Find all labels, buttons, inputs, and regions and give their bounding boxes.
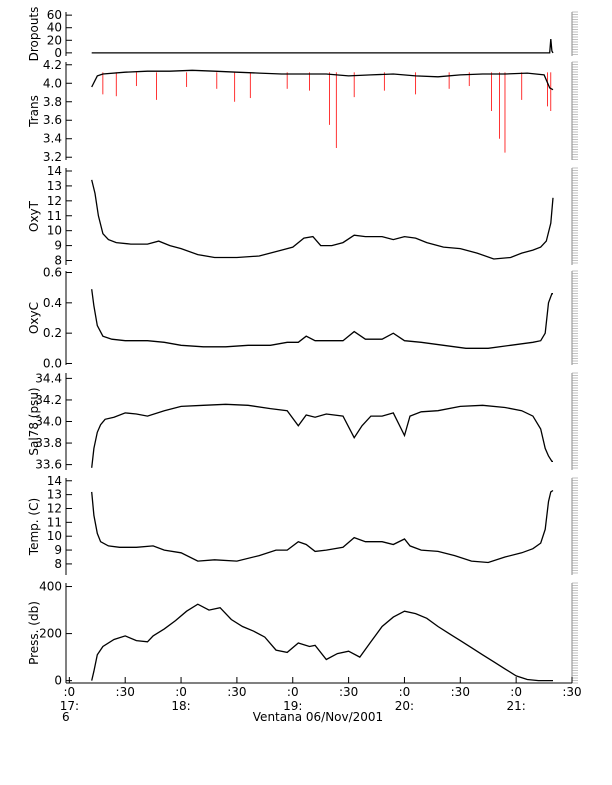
y-tick-label: 13 <box>47 179 62 193</box>
panel-y-label: Press. (db) <box>27 601 41 665</box>
chart-panels: 0204060Dropouts3.23.43.63.84.04.2Trans89… <box>27 7 578 688</box>
series-line <box>91 38 554 54</box>
x-tick-hour-label: 18: <box>171 699 190 713</box>
panel-y-label: Sal78 (psu) <box>27 387 41 455</box>
y-tick-label: 0.0 <box>43 356 62 370</box>
y-tick-label: 40 <box>47 21 62 35</box>
y-tick-label: 200 <box>39 627 62 641</box>
y-tick-label: 4.0 <box>43 76 62 90</box>
x-tick-hour-label: 19: <box>283 699 302 713</box>
x-tick-label: :0 <box>64 685 76 699</box>
y-tick-label: 14 <box>47 474 62 488</box>
panel-y-label: Trans <box>27 95 41 128</box>
x-tick-label: :30 <box>227 685 246 699</box>
y-tick-label: 34.4 <box>35 371 62 385</box>
y-tick-label: 0 <box>54 46 62 60</box>
y-tick-label: 3.2 <box>43 150 62 164</box>
y-tick-label: 13 <box>47 488 62 502</box>
panel-y-label: Temp. (C) <box>27 498 41 556</box>
x-tick-label: :30 <box>339 685 358 699</box>
x-tick-label: :0 <box>175 685 187 699</box>
series-line <box>91 603 553 682</box>
panel-y-label: Dropouts <box>27 7 41 62</box>
panel-y-label: OxyC <box>27 302 41 334</box>
y-tick-label: 33.8 <box>35 436 62 450</box>
y-tick-label: 11 <box>47 515 62 529</box>
y-tick-label: 33.6 <box>35 458 62 472</box>
x-tick-hour-label: 17: <box>60 699 79 713</box>
y-tick-label: 400 <box>39 580 62 594</box>
y-tick-label: 8 <box>54 254 62 268</box>
y-tick-label: 0.6 <box>43 266 62 280</box>
y-tick-label: 9 <box>54 543 62 557</box>
y-tick-label: 0.2 <box>43 326 62 340</box>
panel-y-label: OxyT <box>27 200 41 232</box>
x-tick-label: :30 <box>116 685 135 699</box>
x-tick-label: :30 <box>562 685 581 699</box>
x-tick-hour-label: 20: <box>395 699 414 713</box>
y-tick-label: 60 <box>47 8 62 22</box>
x-axis: :017::30:018::30:019::30:020::30:021::30 <box>60 677 582 713</box>
y-tick-label: 0 <box>54 674 62 688</box>
y-tick-label: 8 <box>54 557 62 571</box>
series-line <box>91 179 554 260</box>
x-tick-label: :0 <box>287 685 299 699</box>
y-tick-label: 0.4 <box>43 296 62 310</box>
y-tick-label: 20 <box>47 33 62 47</box>
y-tick-label: 34.0 <box>35 415 62 429</box>
series-line <box>91 489 554 564</box>
y-tick-label: 11 <box>47 209 62 223</box>
panel-4: 0.0 0.2 0.4 0.6 OxyC <box>27 266 578 370</box>
y-tick-label: 12 <box>47 501 62 515</box>
y-tick-label: 4.2 <box>43 58 62 72</box>
y-tick-label: 9 <box>54 239 62 253</box>
series-line <box>91 69 554 91</box>
series-line <box>91 403 553 468</box>
x-axis-label: Ventana 06/Nov/2001 <box>253 710 383 724</box>
x-tick-label: :30 <box>451 685 470 699</box>
y-tick-label: 3.4 <box>43 132 62 146</box>
y-tick-label: 10 <box>47 224 62 238</box>
x-axis-extra-label: 6 <box>62 710 70 724</box>
y-tick-label: 3.8 <box>43 95 62 109</box>
x-tick-label: :0 <box>510 685 522 699</box>
panel-7: 0 200 400 Press. (db) <box>27 580 578 688</box>
x-tick-hour-label: 21: <box>506 699 525 713</box>
y-tick-label: 12 <box>47 194 62 208</box>
y-tick-label: 14 <box>47 164 62 178</box>
y-tick-label: 3.6 <box>43 113 62 127</box>
y-tick-label: 34.2 <box>35 393 62 407</box>
panel-5: 33.6 33.8 34.0 34.2 34.4 Sal78 (psu) <box>27 371 578 472</box>
series-line <box>91 289 553 349</box>
x-tick-label: :0 <box>399 685 411 699</box>
panel-2: 3.2 3.4 3.6 3.8 4.0 4.2 Trans <box>27 58 578 164</box>
y-tick-label: 10 <box>47 529 62 543</box>
